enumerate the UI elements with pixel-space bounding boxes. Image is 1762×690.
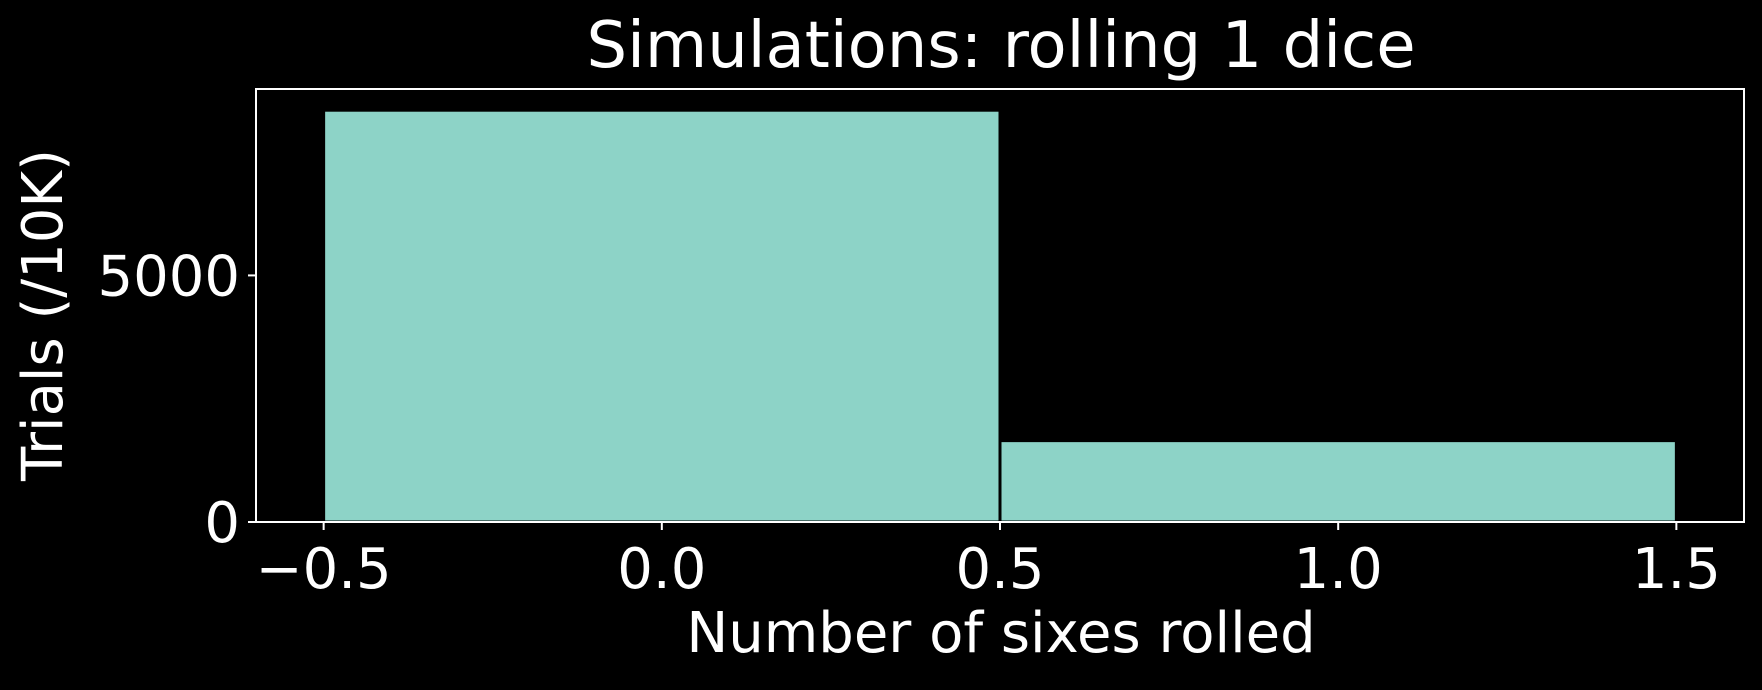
y-tick-label-1: 5000 bbox=[97, 244, 240, 309]
bar-0 bbox=[322, 108, 1002, 524]
chart-title: Simulations: rolling 1 dice bbox=[586, 9, 1415, 83]
x-tick-label-4: 1.5 bbox=[1632, 537, 1721, 602]
x-axis-label: Number of sixes rolled bbox=[686, 601, 1315, 666]
x-tick-label-3: 1.0 bbox=[1294, 537, 1383, 602]
plot-area: −0.5 0.0 0.5 1.0 1.5 0 5000 bbox=[97, 88, 1745, 602]
x-tick-label-1: 0.0 bbox=[617, 537, 706, 602]
y-axis-label: Trials (/10K) bbox=[11, 149, 76, 482]
y-tick-label-0: 0 bbox=[204, 491, 240, 556]
x-tick-label-2: 0.5 bbox=[955, 537, 1044, 602]
bar-1 bbox=[998, 439, 1678, 524]
x-tick-label-0: −0.5 bbox=[256, 537, 392, 602]
